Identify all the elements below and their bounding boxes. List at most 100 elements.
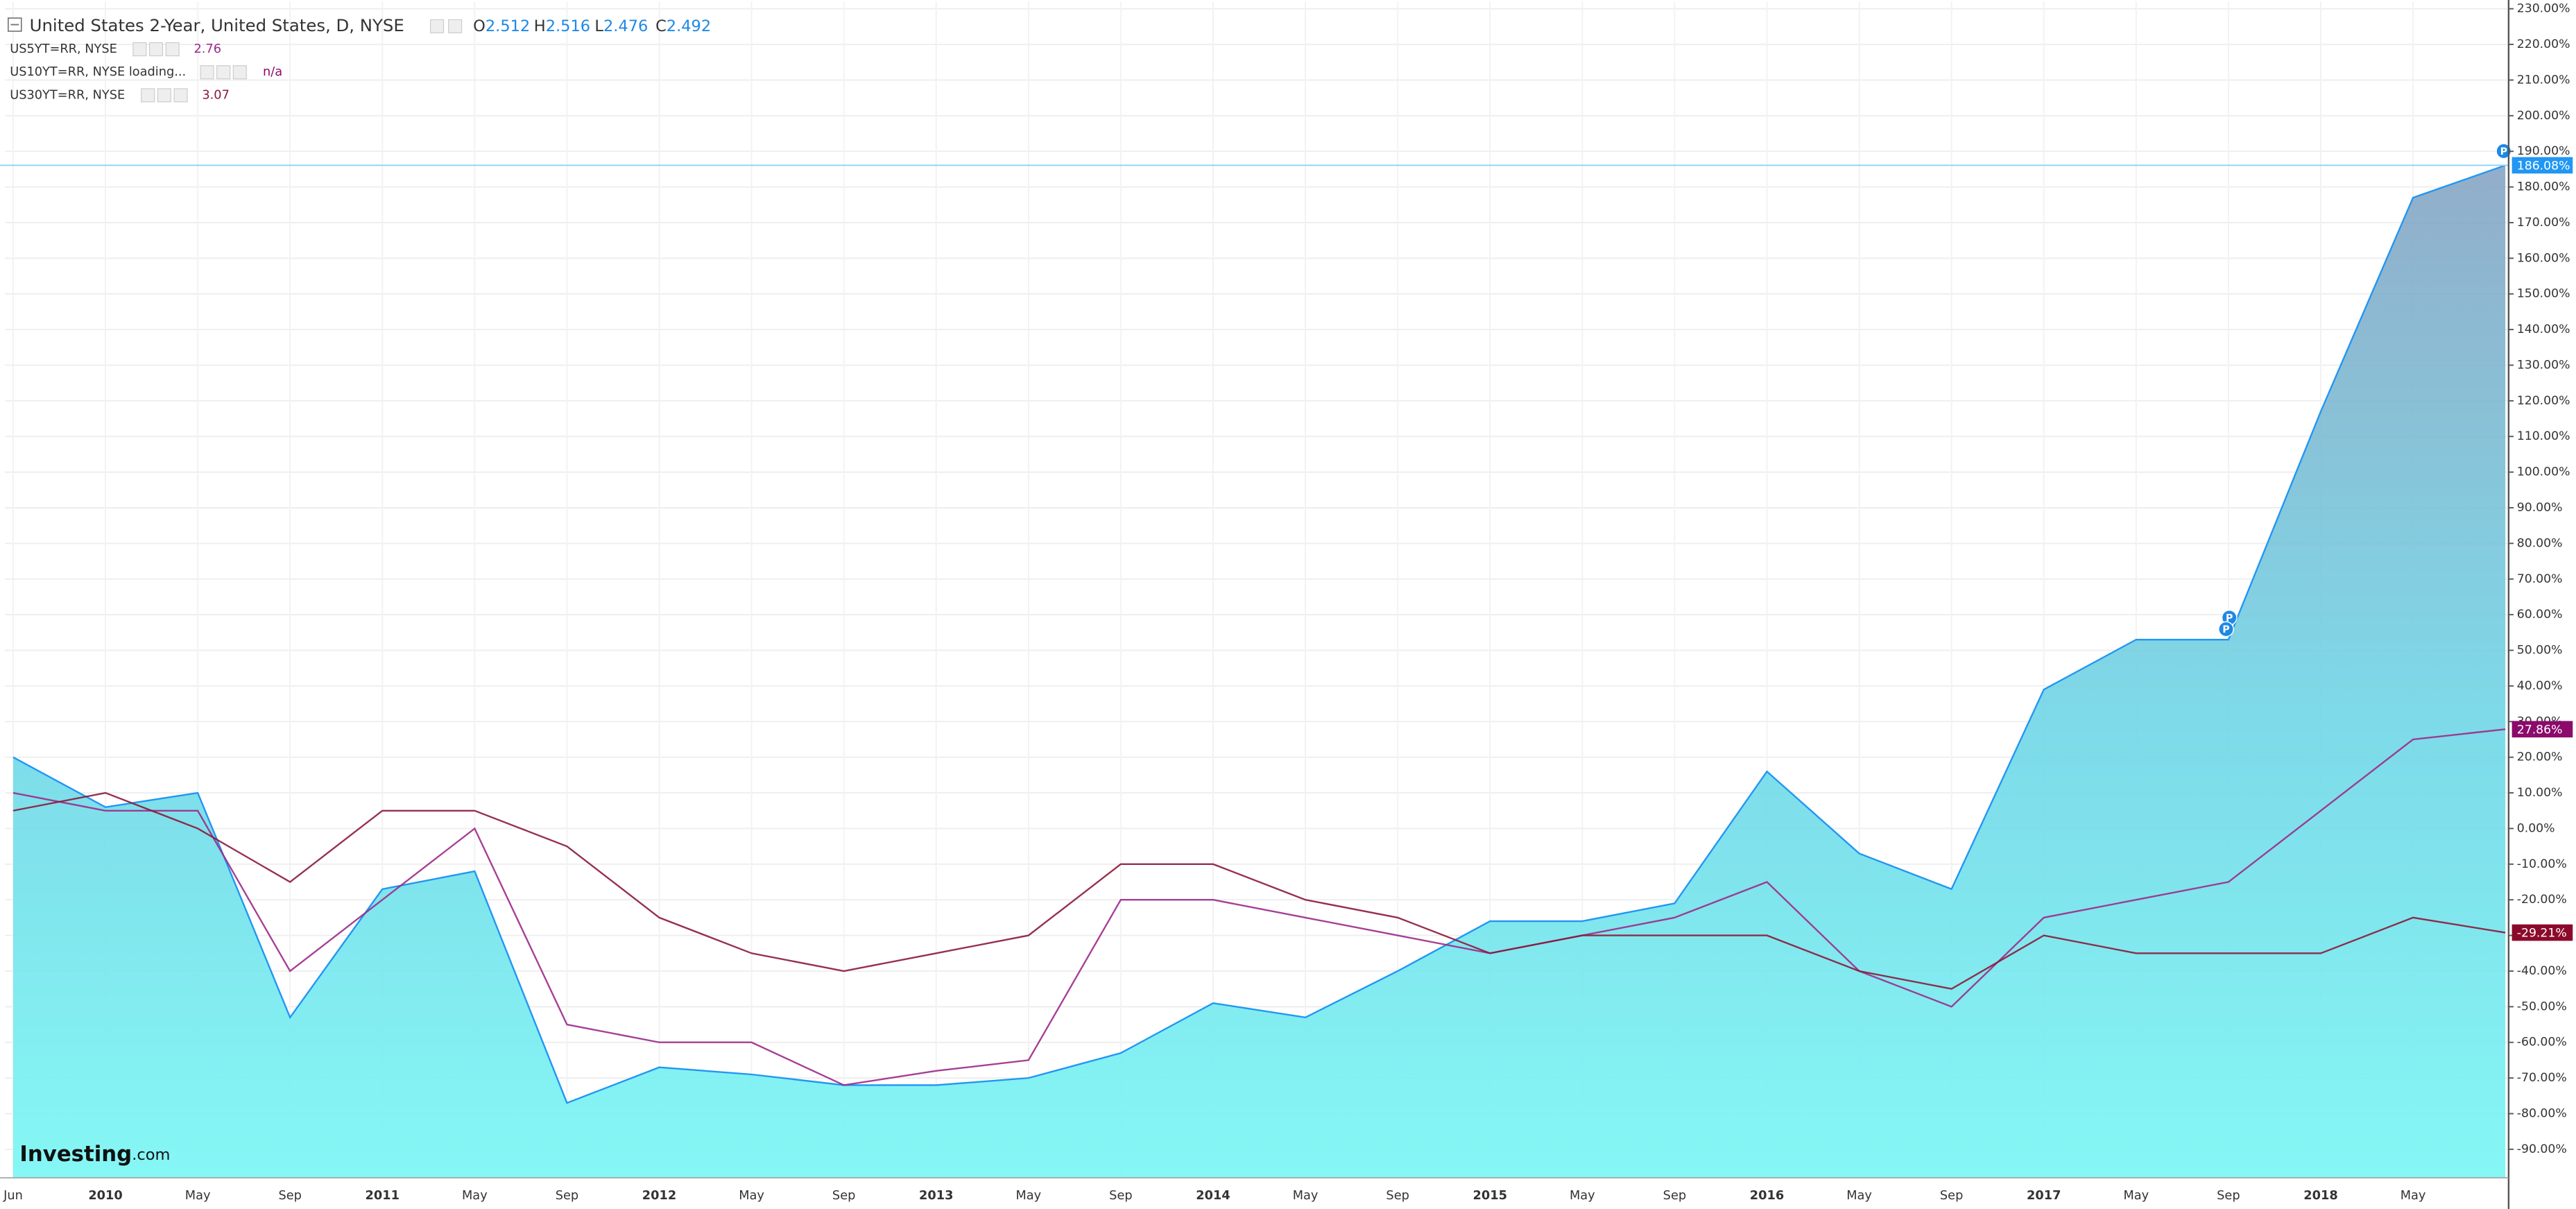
current-value-label: 27.86% [2517, 723, 2563, 737]
x-tick-label: 2010 [88, 1189, 122, 1203]
legend-control[interactable] [200, 65, 214, 80]
y-tick-label: -10.00% [2517, 857, 2567, 871]
flag[interactable] [2218, 621, 2234, 637]
x-tick-label: Sep [1940, 1189, 1963, 1203]
y-tick-label: -90.00% [2517, 1142, 2567, 1156]
x-tick-label: 2013 [919, 1189, 953, 1203]
series-line [12, 791, 2506, 990]
current-value-box [2511, 924, 2573, 941]
y-tick-label: 160.00% [2517, 251, 2570, 265]
legend-control[interactable] [132, 42, 147, 57]
y-tick-label: 120.00% [2517, 394, 2570, 408]
x-tick-label: Jun [3, 1189, 23, 1203]
x-tick-label: May [1015, 1189, 1041, 1203]
y-tick-label: 170.00% [2517, 216, 2570, 230]
ohlc-value: 2.516 [546, 17, 590, 35]
x-tick-label: 2014 [1196, 1189, 1230, 1203]
legend-value: 2.76 [194, 42, 221, 56]
y-tick-label: 40.00% [2517, 679, 2563, 693]
area-line [12, 164, 2506, 1104]
logo: Investing.com [19, 1141, 170, 1166]
x-tick-label: May [1293, 1189, 1319, 1203]
x-tick-label: Sep [1663, 1189, 1686, 1203]
plot-area: PPP [0, 143, 2512, 1178]
legend-control[interactable] [429, 19, 445, 33]
x-tick-label: Sep [832, 1189, 855, 1203]
ohlc-value: 2.512 [486, 17, 530, 35]
legend-value: 3.07 [202, 88, 230, 102]
x-tick-label: May [2401, 1189, 2426, 1203]
logo-name: Investing [19, 1141, 132, 1166]
y-tick-label: 70.00% [2517, 572, 2563, 586]
legend-control[interactable] [165, 42, 180, 57]
y-tick-label: 220.00% [2517, 37, 2570, 51]
x-tick-label: 2017 [2027, 1189, 2061, 1203]
current-value-label: 186.08% [2517, 160, 2570, 173]
legend-control[interactable] [157, 88, 171, 103]
x-tick-label: Sep [1386, 1189, 1409, 1203]
ohlc-item: C2.492 [655, 17, 711, 35]
ohlc-value: 2.476 [603, 17, 648, 35]
y-tick-label: 90.00% [2517, 501, 2563, 515]
legend-control[interactable] [448, 19, 463, 33]
y-tick-label: 50.00% [2517, 644, 2563, 658]
y-tick-label: 190.00% [2517, 144, 2570, 158]
legend-control[interactable] [216, 65, 231, 80]
y-tick-label: -80.00% [2517, 1107, 2567, 1121]
ohlc-item: L2.476 [594, 17, 648, 35]
current-value-label: -29.21% [2517, 927, 2567, 941]
y-tick-label: 140.00% [2517, 323, 2570, 336]
x-tick-label: 2015 [1473, 1189, 1507, 1203]
ohlc-item: H2.516 [534, 17, 590, 35]
y-tick-label: 180.00% [2517, 180, 2570, 194]
x-tick-label: Sep [2217, 1189, 2240, 1203]
y-tick-label: 130.00% [2517, 358, 2570, 372]
y-tick-label: 10.00% [2517, 786, 2563, 800]
x-tick-label: 2011 [366, 1189, 400, 1203]
flag-label[interactable]: P [2222, 624, 2229, 635]
y-tick-label: 210.00% [2517, 73, 2570, 87]
flag-label[interactable]: P [2500, 146, 2507, 157]
x-tick-label: Sep [278, 1189, 301, 1203]
y-tick-label: 110.00% [2517, 429, 2570, 443]
logo-suffix: .com [132, 1145, 170, 1163]
x-tick-label: 2018 [2303, 1189, 2337, 1203]
y-tick-label: 20.00% [2517, 751, 2563, 764]
legend-name: US30YT=RR, NYSE [10, 88, 125, 102]
x-tick-label: Sep [556, 1189, 578, 1203]
x-tick-label: Sep [1109, 1189, 1132, 1203]
y-tick-label: -70.00% [2517, 1071, 2567, 1085]
x-tick-label: 2012 [642, 1189, 676, 1203]
area-fill [12, 165, 2506, 1178]
ohlc-item: O2.512 [473, 17, 530, 35]
ohlc-value: 2.492 [667, 17, 711, 35]
x-tick-label: May [1570, 1189, 1595, 1203]
x-tick-label: May [2123, 1189, 2149, 1203]
legend-main-name: United States 2-Year, United States, D, … [30, 15, 404, 35]
y-tick-label: 100.00% [2517, 465, 2570, 479]
flag-label[interactable]: P [2226, 613, 2233, 624]
y-tick-label: 60.00% [2517, 608, 2563, 621]
x-tick-label: 2016 [1750, 1189, 1784, 1203]
legend-control[interactable] [173, 88, 188, 103]
legend-control[interactable] [148, 42, 164, 57]
legend-value: n/a [263, 65, 282, 79]
current-value-box [2511, 721, 2573, 738]
ohlc-key: C [655, 17, 667, 35]
legend: United States 2-Year, United States, D, … [8, 15, 711, 1166]
y-tick-label: -20.00% [2517, 893, 2567, 907]
y-tick-label: -50.00% [2517, 1000, 2567, 1013]
ohlc-key: H [534, 17, 546, 35]
y-tick-label: 230.00% [2517, 2, 2570, 16]
y-tick-label: -60.00% [2517, 1036, 2567, 1049]
x-tick-label: May [462, 1189, 488, 1203]
legend-control[interactable] [232, 65, 247, 80]
legend-control[interactable] [141, 88, 155, 103]
y-tick-label: 150.00% [2517, 287, 2570, 301]
series-line [12, 728, 2506, 1086]
y-tick-label: 200.00% [2517, 109, 2570, 123]
x-tick-label: May [1846, 1189, 1872, 1203]
